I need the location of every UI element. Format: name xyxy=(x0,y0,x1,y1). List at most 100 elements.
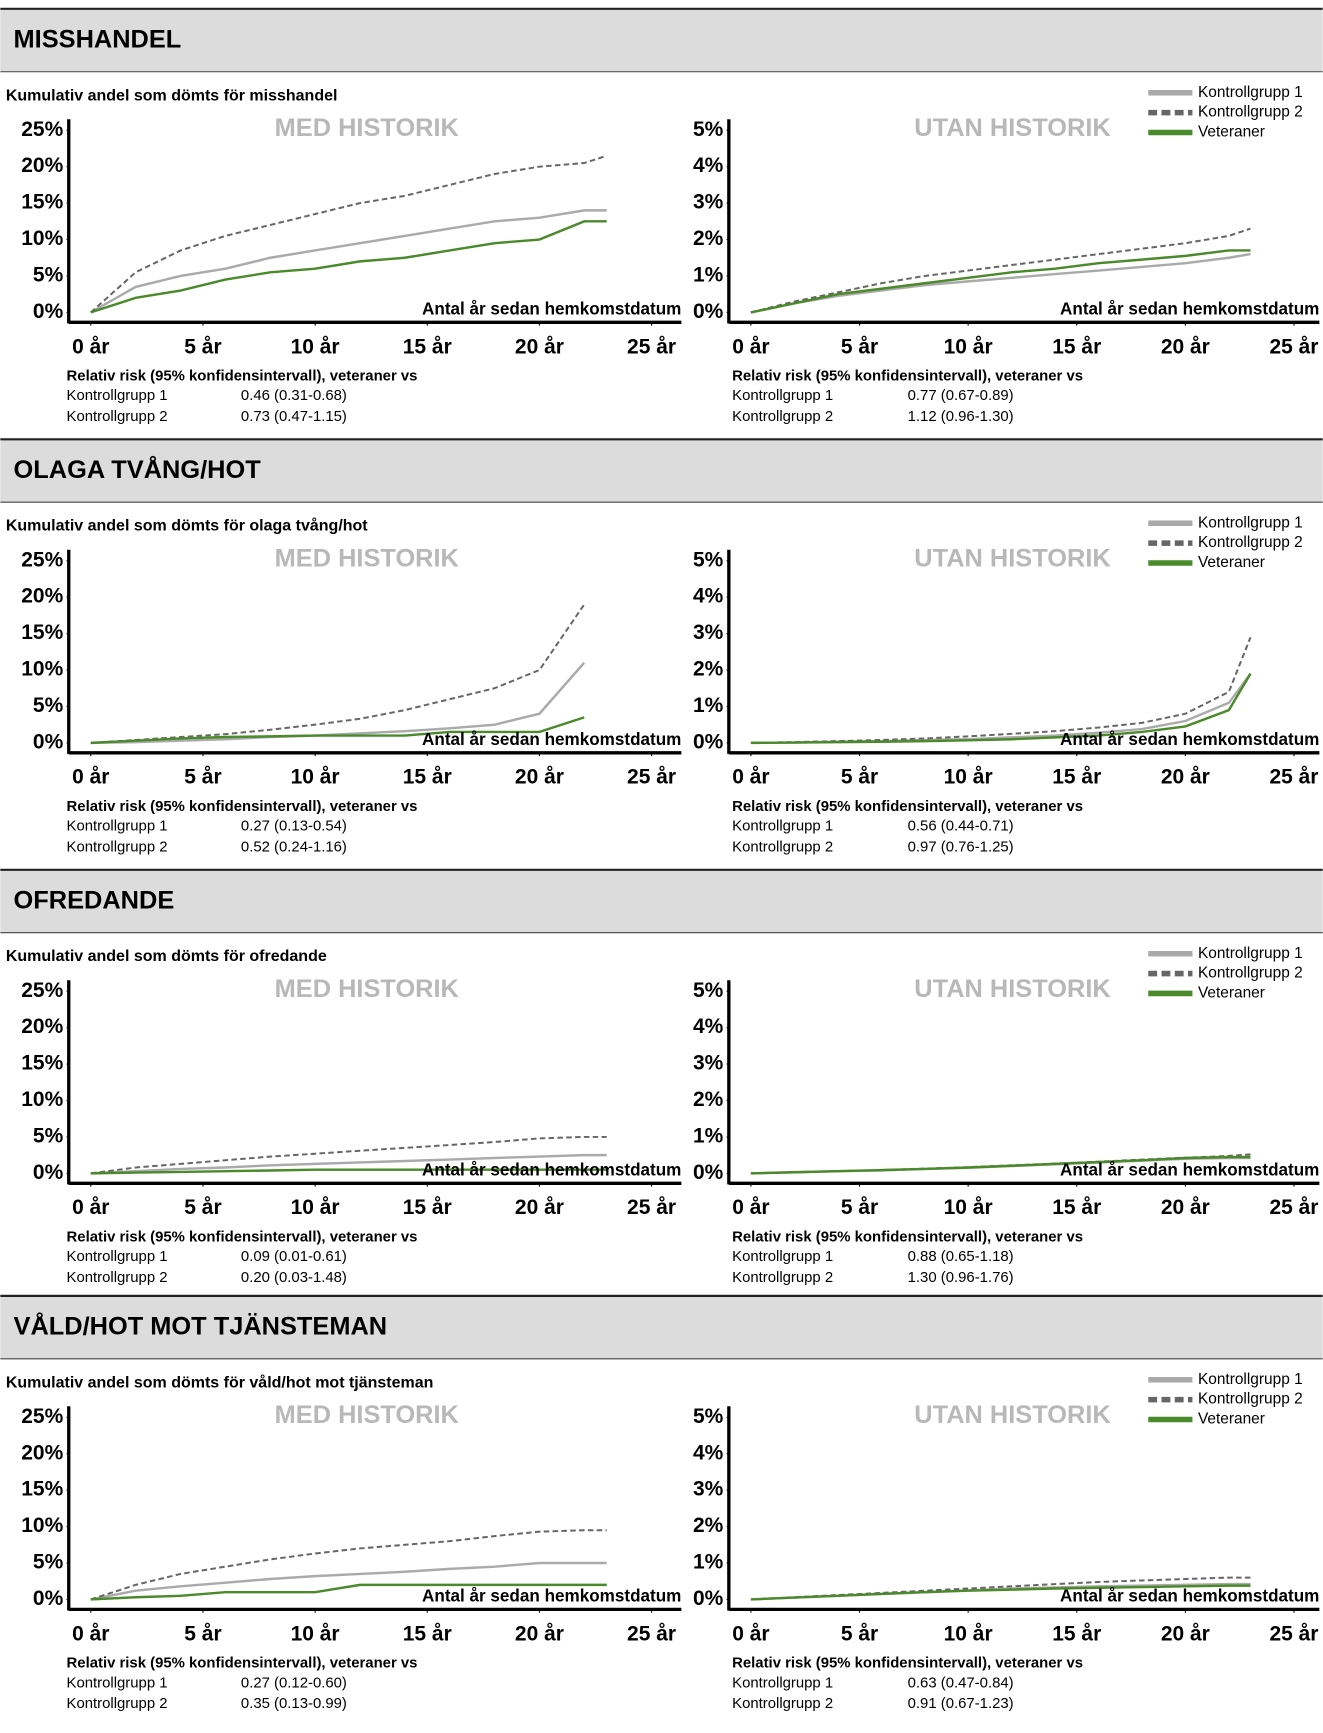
risk-title: Relativ risk (95% konfidensintervall), v… xyxy=(732,1655,1083,1671)
risk-value: 0.73 (0.47-1.15) xyxy=(241,409,347,425)
section-header xyxy=(0,869,1323,933)
x-tick-label: 15 år xyxy=(403,1622,452,1645)
x-tick-label: 20 år xyxy=(1161,1622,1210,1645)
risk-value: 0.35 (0.13-0.99) xyxy=(241,1696,347,1712)
y-tick-label: 25% xyxy=(21,548,63,571)
risk-group: Kontrollgrupp 1 xyxy=(67,819,168,835)
risk-value: 0.46 (0.31-0.68) xyxy=(241,388,347,404)
series-line xyxy=(90,603,586,744)
legend-label: Veteraner xyxy=(1198,124,1265,141)
x-tick-label: 5 år xyxy=(841,1196,878,1219)
chart-title: UTAN HISTORIK xyxy=(914,1401,1111,1429)
y-tick-label: 1% xyxy=(693,1124,724,1147)
series-line xyxy=(90,1561,607,1601)
legend-label: Kontrollgrupp 1 xyxy=(1198,514,1303,531)
y-tick-label: 5% xyxy=(33,694,64,717)
y-tick-label: 0% xyxy=(33,730,64,753)
risk-group: Kontrollgrupp 1 xyxy=(732,1675,833,1691)
y-tick-label: 2% xyxy=(693,1088,724,1111)
risk-title: Relativ risk (95% konfidensintervall), v… xyxy=(67,1229,418,1245)
y-tick-label: 10% xyxy=(21,1088,63,1111)
series-line xyxy=(750,673,1252,745)
y-tick-label: 20% xyxy=(21,585,63,608)
legend-label: Kontrollgrupp 2 xyxy=(1198,1391,1303,1408)
y-tick-label: 0% xyxy=(33,1587,64,1610)
x-axis-label: Antal år sedan hemkomstdatum xyxy=(1060,300,1319,319)
y-tick-label: 10% xyxy=(21,227,63,250)
risk-value: 1.30 (0.96-1.76) xyxy=(908,1270,1014,1286)
x-tick-label: 15 år xyxy=(1052,766,1101,789)
x-tick-label: 5 år xyxy=(184,335,221,358)
section-subtitle: Kumulativ andel som dömts för ofredande xyxy=(6,948,327,965)
x-tick-label: 10 år xyxy=(944,1196,993,1219)
legend-label: Kontrollgrupp 2 xyxy=(1198,104,1303,121)
x-tick-label: 5 år xyxy=(841,335,878,358)
x-tick-label: 10 år xyxy=(944,766,993,789)
legend-label: Kontrollgrupp 2 xyxy=(1198,965,1303,982)
y-tick-label: 10% xyxy=(21,658,63,681)
risk-title: Relativ risk (95% konfidensintervall), v… xyxy=(67,799,418,815)
series-line xyxy=(90,1153,607,1175)
section-title: OFREDANDE xyxy=(14,887,175,915)
series-line xyxy=(750,636,1252,744)
x-tick-label: 15 år xyxy=(403,1196,452,1219)
x-tick-label: 25 år xyxy=(627,335,676,358)
x-tick-label: 0 år xyxy=(72,1622,109,1645)
y-tick-label: 0% xyxy=(693,1161,724,1184)
series-line xyxy=(90,209,607,314)
risk-value: 0.97 (0.76-1.25) xyxy=(908,840,1014,856)
risk-group: Kontrollgrupp 2 xyxy=(67,409,168,425)
x-tick-label: 20 år xyxy=(1161,1196,1210,1219)
chart-title: UTAN HISTORIK xyxy=(914,975,1111,1003)
series-line xyxy=(90,154,608,314)
y-tick-label: 0% xyxy=(33,1161,64,1184)
y-tick-label: 2% xyxy=(693,227,724,250)
x-axis-label: Antal år sedan hemkomstdatum xyxy=(422,300,681,319)
risk-group: Kontrollgrupp 1 xyxy=(732,1249,833,1265)
x-axis-label: Antal år sedan hemkomstdatum xyxy=(422,1161,681,1180)
series-line xyxy=(750,1576,1251,1601)
x-tick-label: 0 år xyxy=(732,1622,769,1645)
x-tick-label: 20 år xyxy=(515,1622,564,1645)
x-tick-label: 0 år xyxy=(72,766,109,789)
series-line xyxy=(750,249,1251,314)
x-tick-label: 25 år xyxy=(1269,1622,1318,1645)
y-tick-label: 20% xyxy=(21,1441,63,1464)
y-tick-label: 25% xyxy=(21,1405,63,1428)
series-line xyxy=(90,220,607,314)
risk-value: 0.09 (0.01-0.61) xyxy=(241,1249,347,1265)
x-tick-label: 20 år xyxy=(515,766,564,789)
x-tick-label: 20 år xyxy=(1161,335,1210,358)
y-tick-label: 5% xyxy=(693,548,724,571)
series-line xyxy=(90,1583,607,1601)
y-tick-label: 3% xyxy=(693,1052,724,1075)
x-tick-label: 0 år xyxy=(732,766,769,789)
risk-group: Kontrollgrupp 2 xyxy=(732,1696,833,1712)
x-tick-label: 25 år xyxy=(1269,335,1318,358)
x-tick-label: 10 år xyxy=(944,335,993,358)
risk-group: Kontrollgrupp 2 xyxy=(732,1270,833,1286)
x-tick-label: 10 år xyxy=(291,1196,340,1219)
y-tick-label: 15% xyxy=(21,621,63,644)
section-title: MISSHANDEL xyxy=(14,26,182,54)
chart-title: UTAN HISTORIK xyxy=(914,114,1111,142)
y-tick-label: 4% xyxy=(693,585,724,608)
x-tick-label: 25 år xyxy=(627,1622,676,1645)
y-tick-label: 15% xyxy=(21,191,63,214)
risk-value: 0.52 (0.24-1.16) xyxy=(241,840,347,856)
x-tick-label: 10 år xyxy=(291,766,340,789)
chart-title: MED HISTORIK xyxy=(275,114,460,142)
legend-label: Kontrollgrupp 1 xyxy=(1198,945,1303,962)
y-tick-label: 20% xyxy=(21,154,63,177)
x-tick-label: 20 år xyxy=(515,1196,564,1219)
risk-value: 0.91 (0.67-1.23) xyxy=(908,1696,1014,1712)
y-tick-label: 2% xyxy=(693,658,724,681)
series-line xyxy=(750,252,1251,314)
x-tick-label: 25 år xyxy=(627,1196,676,1219)
x-tick-label: 0 år xyxy=(732,1196,769,1219)
risk-value: 0.56 (0.44-0.71) xyxy=(908,819,1014,835)
x-tick-label: 15 år xyxy=(1052,335,1101,358)
x-axis-label: Antal år sedan hemkomstdatum xyxy=(422,730,681,749)
risk-group: Kontrollgrupp 2 xyxy=(732,409,833,425)
